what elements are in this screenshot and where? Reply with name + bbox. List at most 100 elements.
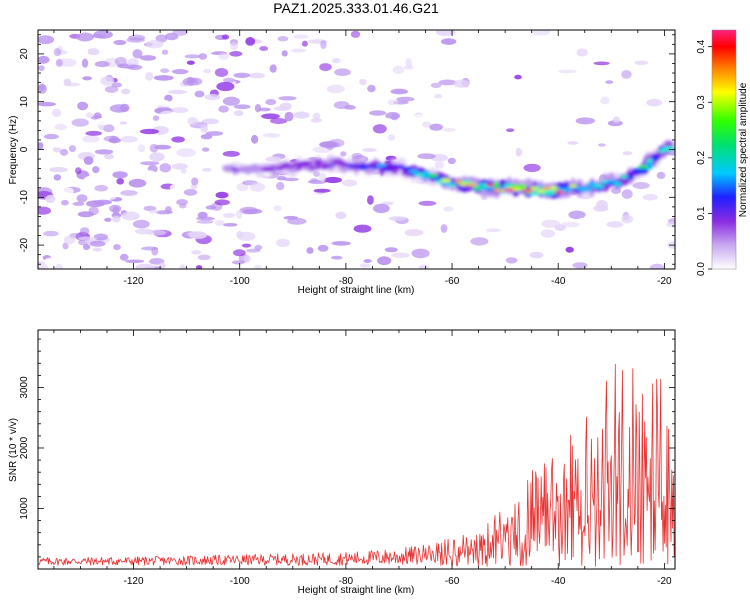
heatmap-noise-blob — [89, 240, 106, 247]
heatmap-noise-blob — [205, 131, 224, 136]
heatmap-noise-blob — [188, 231, 208, 239]
heatmap-noise-blob — [145, 80, 162, 90]
heatmap-noise-blob — [114, 56, 127, 67]
heatmap-noise-blob — [103, 153, 114, 160]
snr-x-label: Height of straight line (km) — [298, 585, 415, 596]
heatmap-signal-blob — [427, 174, 439, 178]
heatmap-noise-blob — [598, 143, 606, 147]
heatmap-noise-blob — [222, 150, 240, 157]
heatmap-noise-blob — [109, 135, 119, 144]
heatmap-noise-blob — [91, 34, 106, 39]
heatmap-signal-blob — [651, 154, 660, 159]
heatmap-x-tick-label: -60 — [445, 276, 460, 287]
heatmap-noise-blob — [93, 233, 109, 241]
heatmap-noise-blob — [214, 199, 230, 206]
heatmap-signal-layer — [222, 139, 675, 199]
heatmap-noise-blob — [331, 255, 343, 260]
heatmap-noise-blob — [171, 107, 189, 114]
heatmap-noise-blob — [85, 130, 102, 136]
heatmap-noise-blob — [558, 69, 577, 74]
heatmap-noise-blob — [139, 128, 159, 135]
heatmap-noise-blob — [384, 247, 398, 253]
heatmap-noise-blob — [606, 221, 624, 228]
heatmap-noise-blob — [344, 105, 356, 110]
heatmap-noise-blob — [318, 172, 327, 183]
heatmap-noise-blob — [415, 158, 429, 164]
heatmap-x-tick-label: -80 — [339, 276, 354, 287]
heatmap-noise-blob — [38, 35, 55, 45]
heatmap-noise-blob — [293, 111, 310, 119]
heatmap-signal-blob — [493, 182, 500, 188]
snr-y-tick-label: 2000 — [19, 436, 30, 459]
heatmap-noise-blob — [105, 190, 118, 200]
heatmap-noise-blob — [248, 72, 265, 79]
heatmap-noise-blob — [113, 39, 127, 46]
heatmap-noise-blob — [388, 216, 407, 221]
heatmap-x-tick-label: -20 — [657, 276, 672, 287]
heatmap-noise-blob — [236, 231, 244, 239]
heatmap-noise-blob — [443, 206, 454, 212]
snr-x-tick-label: -100 — [230, 576, 250, 587]
heatmap-noise-blob — [140, 161, 160, 166]
heatmap-y-tick-label: 20 — [19, 48, 30, 60]
heatmap-noise-blob — [231, 260, 245, 265]
heatmap-noise-blob — [233, 72, 251, 79]
heatmap-noise-blob — [505, 257, 518, 264]
colorbar-label: Normalized spectral amplitude — [738, 82, 749, 217]
heatmap-noise-blob — [176, 199, 189, 206]
heatmap-noise-blob — [161, 49, 169, 55]
heatmap-signal-blob — [614, 182, 622, 186]
heatmap-noise-blob — [141, 246, 159, 251]
heatmap-noise-blob — [269, 64, 277, 73]
heatmap-signal-blob — [638, 168, 649, 175]
heatmap-noise-blob — [418, 264, 429, 269]
colorbar-tick-label: 0.3 — [696, 95, 707, 109]
heatmap-noise-blob — [254, 264, 262, 269]
heatmap-noise-blob — [149, 143, 159, 153]
heatmap-noise-blob — [367, 195, 374, 205]
heatmap-noise-blob — [55, 263, 64, 269]
heatmap-signal-blob — [390, 165, 400, 168]
heatmap-noise-blob — [427, 60, 446, 65]
heatmap-noise-blob — [135, 89, 145, 94]
heatmap-noise-blob — [132, 219, 150, 229]
heatmap-signal-blob — [362, 165, 376, 168]
heatmap-noise-blob — [447, 157, 456, 165]
heatmap-noise-blob — [230, 41, 239, 51]
heatmap-signal-blob — [331, 159, 344, 164]
heatmap-noise-blob — [540, 229, 556, 238]
heatmap-noise-blob — [593, 205, 609, 212]
heatmap-noise-blob — [254, 244, 263, 251]
heatmap-x-ticks: -120 -100 -80 -60 -40 -20 — [53, 30, 672, 287]
heatmap-noise-blob — [38, 55, 50, 64]
heatmap-noise-blob — [434, 161, 445, 169]
heatmap-noise-blob — [111, 215, 121, 223]
heatmap-noise-blob — [353, 224, 372, 233]
heatmap-noise-blob — [77, 211, 94, 218]
heatmap-signal-blob — [606, 179, 616, 184]
heatmap-noise-blob — [132, 49, 143, 59]
heatmap-noise-blob — [313, 171, 321, 177]
heatmap-noise-blob — [621, 214, 634, 224]
heatmap-noise-blob — [621, 70, 632, 79]
heatmap-y-tick-label: -10 — [19, 190, 30, 205]
heatmap-noise-blob — [180, 168, 187, 175]
snr-x-tick-label: -20 — [657, 576, 672, 587]
heatmap-signal-blob — [315, 165, 322, 170]
heatmap-noise-blob — [541, 219, 561, 228]
heatmap-noise-blob — [331, 57, 341, 64]
heatmap-noise-blob — [143, 205, 157, 212]
heatmap-noise-blob — [635, 248, 644, 254]
heatmap-noise-blob — [38, 142, 44, 150]
heatmap-signal-blob — [537, 189, 545, 194]
heatmap-noise-blob — [223, 223, 238, 227]
heatmap-noise-blob — [229, 51, 243, 57]
heatmap-noise-layer — [38, 30, 675, 269]
heatmap-noise-blob — [309, 238, 321, 247]
heatmap-noise-blob — [141, 170, 156, 176]
colorbar-tick-label: 0.1 — [696, 206, 707, 220]
heatmap-y-tick-label: 10 — [19, 96, 30, 108]
heatmap-noise-blob — [191, 250, 202, 255]
heatmap-noise-blob — [223, 141, 238, 146]
heatmap-noise-blob — [239, 206, 259, 215]
